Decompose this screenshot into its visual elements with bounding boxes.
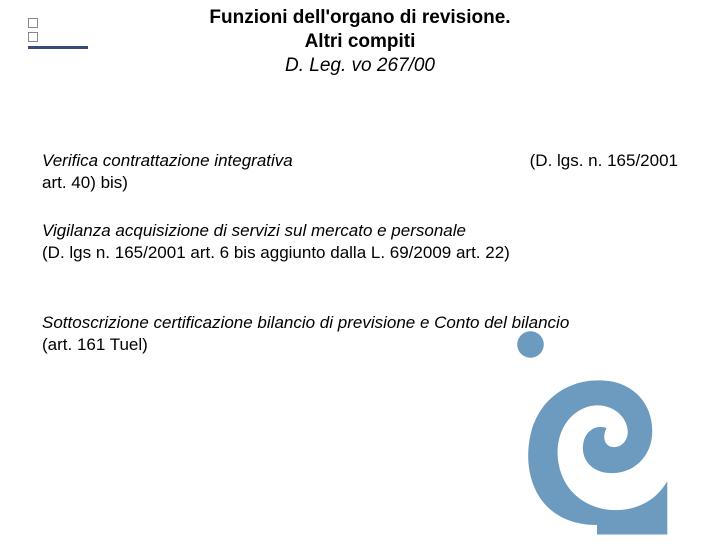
item-1-left: Verifica contrattazione integrativa	[42, 150, 293, 172]
title-line-1: Funzioni dell'organo di revisione.	[0, 6, 720, 30]
item-1-below: art. 40) bis)	[42, 172, 678, 194]
item-2-plain: (D. lgs n. 165/2001 art. 6 bis aggiunto …	[42, 242, 678, 264]
slide-title: Funzioni dell'organo di revisione. Altri…	[0, 6, 720, 77]
spiral-icon	[502, 320, 692, 540]
item-1-right: (D. lgs. n. 165/2001	[510, 150, 678, 172]
item-2-italic: Vigilanza acquisizione di servizi sul me…	[42, 220, 678, 242]
title-line-3: D. Leg. vo 267/00	[0, 54, 720, 78]
title-line-2: Altri compiti	[0, 30, 720, 54]
item-1: Verifica contrattazione integrativa (D. …	[42, 150, 678, 172]
item-2: Vigilanza acquisizione di servizi sul me…	[42, 220, 678, 264]
